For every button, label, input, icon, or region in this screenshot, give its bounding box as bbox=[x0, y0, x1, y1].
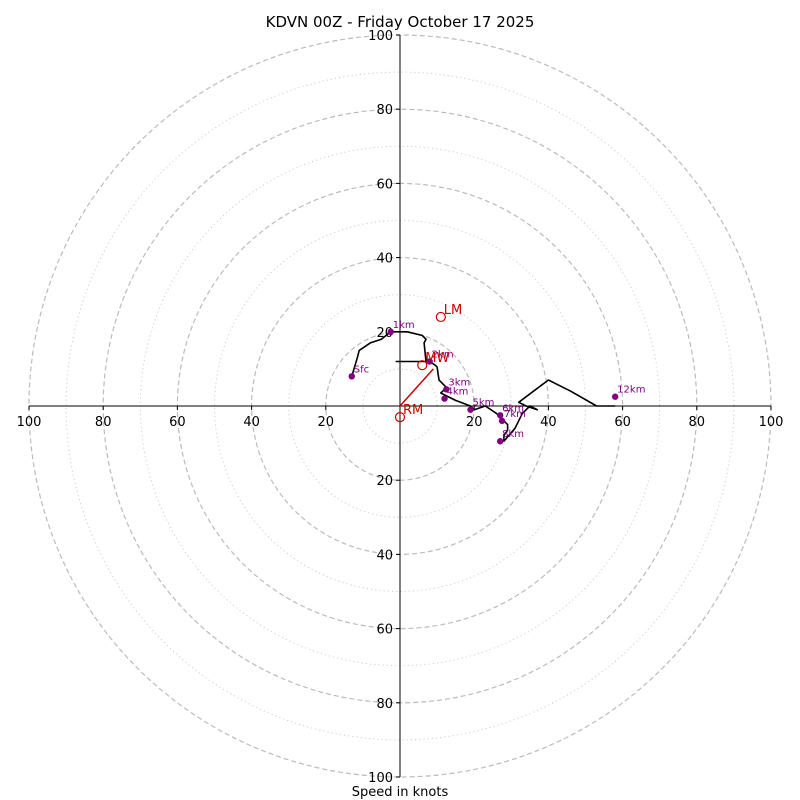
x-tick-label: 80 bbox=[689, 415, 706, 430]
storm-motion-markers: LM RM MW bbox=[394, 303, 462, 423]
height-marker-dot bbox=[426, 358, 433, 365]
tick-labels: 100 80 60 40 20 20 40 60 80 100100806040202040608… bbox=[17, 29, 784, 786]
height-marker-dot bbox=[498, 417, 506, 425]
height-marker-label: 6km bbox=[502, 403, 524, 414]
y-tick-label: 100 bbox=[368, 771, 393, 786]
height-marker-dot bbox=[348, 373, 355, 380]
x-tick-label: 60 bbox=[614, 415, 631, 430]
height-marker-dot bbox=[443, 386, 450, 393]
height-marker-dot bbox=[496, 412, 504, 419]
storm-motion-marker bbox=[394, 412, 406, 423]
y-tick-label: 60 bbox=[376, 623, 393, 638]
x-tick-label: 60 bbox=[169, 415, 186, 430]
height-marker-dot bbox=[387, 328, 394, 335]
storm-motion-marker bbox=[417, 360, 428, 371]
height-marker-dot bbox=[496, 438, 504, 445]
bulk-shear-line bbox=[399, 368, 434, 407]
y-tick-label: 60 bbox=[376, 177, 393, 192]
storm-motion-label: MW bbox=[425, 351, 449, 366]
height-marker-label: 1km bbox=[393, 320, 415, 331]
y-tick-label: 40 bbox=[376, 548, 393, 563]
storm-motion-marker bbox=[435, 311, 446, 323]
shear-vector bbox=[399, 368, 434, 407]
hodograph-trace bbox=[351, 330, 616, 443]
height-marker-label: 8km bbox=[502, 429, 524, 440]
x-tick-label: 100 bbox=[17, 415, 42, 430]
height-marker-label: 5km bbox=[472, 398, 494, 409]
y-tick-label: 20 bbox=[376, 474, 393, 489]
height-marker-label: 7km bbox=[504, 409, 526, 420]
height-marker-label: Sfc bbox=[354, 364, 369, 375]
height-marker-label: 3km bbox=[448, 377, 470, 388]
height-marker-label: 4km bbox=[447, 387, 469, 398]
y-tick-label: 40 bbox=[376, 252, 393, 267]
y-tick-label: 80 bbox=[376, 103, 393, 118]
x-tick-label: 40 bbox=[243, 415, 260, 430]
height-marker-label: 12km bbox=[617, 385, 645, 396]
x-tick-label: 100 bbox=[759, 415, 784, 430]
x-tick-label: 80 bbox=[95, 415, 112, 430]
y-tick-label: 100 bbox=[368, 29, 393, 44]
storm-motion-label: RM bbox=[403, 403, 423, 418]
height-marker-dot bbox=[611, 393, 619, 400]
y-tick-label: 80 bbox=[376, 697, 393, 712]
height-marker-dot bbox=[467, 406, 474, 413]
x-tick-label: 20 bbox=[466, 415, 483, 430]
x-tick-label: 40 bbox=[540, 415, 557, 430]
hodograph-line bbox=[351, 330, 616, 443]
storm-motion-label: LM bbox=[444, 303, 462, 318]
x-tick-label: 20 bbox=[318, 415, 335, 430]
x-axis-label: Speed in knots bbox=[352, 785, 449, 800]
chart-title: KDVN 00Z - Friday October 17 2025 bbox=[266, 13, 535, 31]
height-marker-dot bbox=[441, 395, 448, 402]
height-marker-label: 2km bbox=[432, 349, 454, 360]
